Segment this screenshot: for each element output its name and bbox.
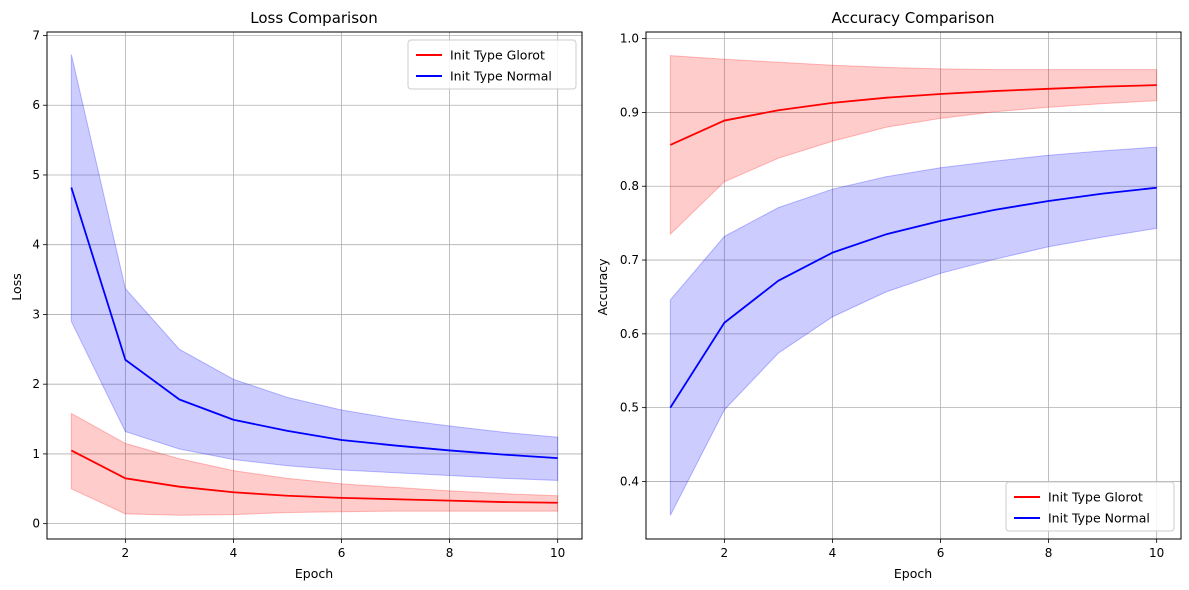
series-line-glorot: [669, 84, 1157, 146]
x-tick-label: 8: [1045, 546, 1053, 560]
y-tick-label: 0.7: [620, 253, 639, 267]
y-tick-label: 1: [32, 447, 40, 461]
confidence-band-normal: [70, 54, 559, 481]
y-tick-label: 1.0: [620, 32, 639, 46]
series-line-normal: [669, 186, 1157, 409]
x-tick-label: 4: [829, 546, 837, 560]
x-axis-label: Epoch: [894, 566, 932, 581]
x-tick-label: 2: [721, 546, 729, 560]
confidence-bands: [669, 55, 1158, 516]
x-tick-label: 8: [446, 546, 454, 560]
y-tick-label: 6: [32, 98, 40, 112]
y-tick-label: 0.5: [620, 401, 639, 415]
x-tick-label: 4: [230, 546, 238, 560]
y-tick-label: 4: [32, 238, 40, 252]
chart-title: Loss Comparison: [250, 9, 377, 27]
legend-label-glorot: Init Type Glorot: [450, 48, 545, 63]
x-tick-label: 6: [338, 546, 346, 560]
y-tick-label: 0.4: [620, 474, 639, 488]
legend: Init Type Glorot Init Type Normal: [1005, 481, 1175, 532]
chart-title: Accuracy Comparison: [831, 9, 994, 27]
x-tick-label: 10: [550, 546, 565, 560]
confidence-band-normal: [669, 146, 1158, 516]
series-lines: [70, 187, 558, 504]
y-tick-label: 0.6: [620, 327, 639, 341]
legend: Init Type Glorot Init Type Normal: [407, 39, 577, 90]
y-axis-label: Loss: [9, 273, 24, 300]
grid: [47, 32, 582, 539]
series-line-glorot: [70, 449, 558, 504]
y-tick-label: 5: [32, 168, 40, 182]
x-tick-label: 2: [122, 546, 130, 560]
legend-label-normal: Init Type Normal: [450, 69, 552, 84]
series-lines: [669, 84, 1157, 409]
axis-ticks: 2 4 6 8 10 0 1 2 3 4 5 6 7: [32, 28, 565, 560]
y-tick-label: 0.9: [620, 105, 639, 119]
loss-comparison-panel: Loss Comparison Epoch Loss 2 4 6 8 10 0 1 2 3 4 5 6…: [9, 9, 583, 581]
plot-frame: [645, 31, 1182, 540]
grid: [646, 32, 1181, 539]
axis-ticks: 2 4 6 8 10 0.4 0.5 0.6 0.7 0.8 0.9 1.0: [620, 32, 1164, 560]
plot-frame: [46, 31, 583, 540]
legend-box: [1005, 481, 1175, 532]
confidence-band-glorot: [669, 55, 1158, 236]
y-tick-label: 0.8: [620, 179, 639, 193]
confidence-bands: [70, 54, 559, 516]
y-tick-label: 2: [32, 377, 40, 391]
y-tick-label: 7: [32, 28, 40, 42]
accuracy-comparison-panel: Accuracy Comparison Epoch Accuracy 2 4 6 8 1…: [595, 9, 1182, 581]
series-line-normal: [70, 187, 558, 460]
x-axis-label: Epoch: [295, 566, 333, 581]
legend-box: [407, 39, 577, 90]
legend-label-glorot: Init Type Glorot: [1048, 490, 1143, 505]
legend-label-normal: Init Type Normal: [1048, 511, 1150, 526]
x-tick-label: 10: [1149, 546, 1164, 560]
y-axis-label: Accuracy: [595, 258, 610, 316]
x-tick-label: 6: [937, 546, 945, 560]
confidence-band-glorot: [70, 412, 559, 516]
y-tick-label: 0: [32, 517, 40, 531]
y-tick-label: 3: [32, 307, 40, 321]
